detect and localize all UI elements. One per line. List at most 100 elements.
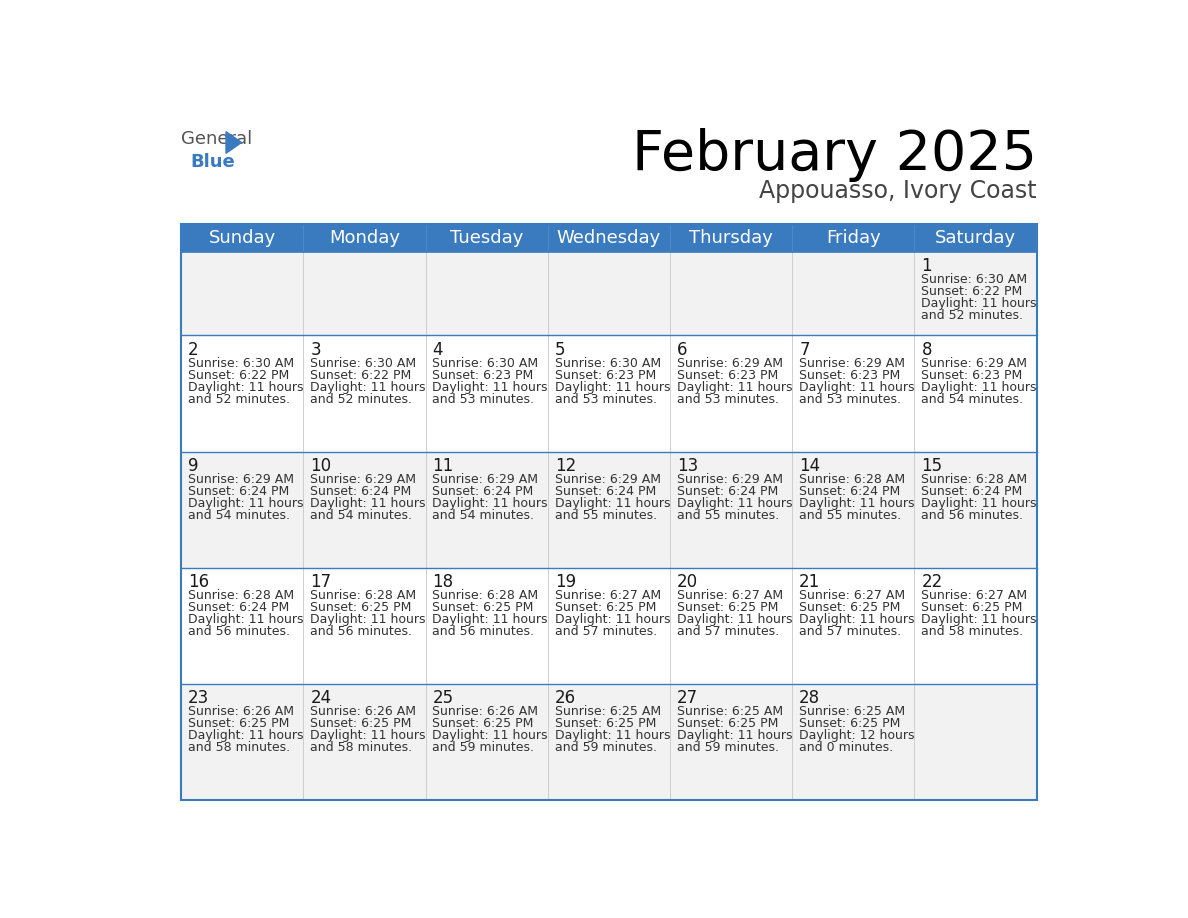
Text: Daylight: 11 hours: Daylight: 11 hours [555, 381, 670, 394]
Text: 10: 10 [310, 457, 331, 475]
Text: Wednesday: Wednesday [557, 229, 661, 247]
Bar [181, 567, 1037, 684]
Text: Daylight: 11 hours: Daylight: 11 hours [922, 381, 1037, 394]
Text: and 53 minutes.: and 53 minutes. [800, 393, 902, 406]
Text: and 54 minutes.: and 54 minutes. [188, 509, 290, 522]
Text: and 53 minutes.: and 53 minutes. [555, 393, 657, 406]
Text: and 52 minutes.: and 52 minutes. [310, 393, 412, 406]
Text: Sunset: 6:23 PM: Sunset: 6:23 PM [922, 369, 1023, 382]
Bar [181, 252, 1037, 335]
Text: 12: 12 [555, 457, 576, 475]
Text: Daylight: 11 hours: Daylight: 11 hours [800, 497, 915, 510]
Text: Sunrise: 6:29 AM: Sunrise: 6:29 AM [677, 473, 783, 487]
Text: and 55 minutes.: and 55 minutes. [677, 509, 779, 522]
Text: Daylight: 11 hours: Daylight: 11 hours [555, 613, 670, 626]
Text: 8: 8 [922, 341, 931, 359]
Text: Sunrise: 6:28 AM: Sunrise: 6:28 AM [310, 589, 416, 602]
Text: Daylight: 11 hours: Daylight: 11 hours [800, 381, 915, 394]
Text: Daylight: 11 hours: Daylight: 11 hours [188, 730, 303, 743]
Text: Sunrise: 6:25 AM: Sunrise: 6:25 AM [555, 706, 661, 719]
Text: and 56 minutes.: and 56 minutes. [188, 625, 290, 638]
Text: Sunset: 6:25 PM: Sunset: 6:25 PM [432, 718, 533, 731]
Text: Sunset: 6:25 PM: Sunset: 6:25 PM [800, 601, 901, 614]
Text: 24: 24 [310, 689, 331, 707]
Text: Daylight: 11 hours: Daylight: 11 hours [188, 381, 303, 394]
Text: Sunrise: 6:26 AM: Sunrise: 6:26 AM [188, 706, 293, 719]
Text: Daylight: 11 hours: Daylight: 11 hours [188, 613, 303, 626]
Text: Sunset: 6:25 PM: Sunset: 6:25 PM [555, 601, 656, 614]
Text: Sunrise: 6:27 AM: Sunrise: 6:27 AM [800, 589, 905, 602]
Text: 19: 19 [555, 573, 576, 591]
Text: Daylight: 11 hours: Daylight: 11 hours [188, 497, 303, 510]
Text: 22: 22 [922, 573, 942, 591]
Text: 17: 17 [310, 573, 331, 591]
Text: Daylight: 11 hours: Daylight: 11 hours [310, 381, 425, 394]
Text: 18: 18 [432, 573, 454, 591]
Text: Monday: Monday [329, 229, 400, 247]
Text: Daylight: 11 hours: Daylight: 11 hours [800, 613, 915, 626]
Text: Sunrise: 6:27 AM: Sunrise: 6:27 AM [555, 589, 661, 602]
Text: 23: 23 [188, 689, 209, 707]
Text: Sunset: 6:22 PM: Sunset: 6:22 PM [922, 285, 1023, 298]
Text: Daylight: 11 hours: Daylight: 11 hours [555, 497, 670, 510]
Text: Daylight: 11 hours: Daylight: 11 hours [432, 497, 548, 510]
Text: Sunrise: 6:28 AM: Sunrise: 6:28 AM [432, 589, 538, 602]
Text: and 56 minutes.: and 56 minutes. [310, 625, 412, 638]
Bar [181, 452, 1037, 567]
Text: Sunrise: 6:28 AM: Sunrise: 6:28 AM [922, 473, 1028, 487]
Text: 26: 26 [555, 689, 576, 707]
Text: Daylight: 11 hours: Daylight: 11 hours [922, 613, 1037, 626]
Text: and 57 minutes.: and 57 minutes. [800, 625, 902, 638]
Text: Sunrise: 6:30 AM: Sunrise: 6:30 AM [432, 357, 538, 370]
Text: Sunrise: 6:30 AM: Sunrise: 6:30 AM [188, 357, 295, 370]
Text: and 56 minutes.: and 56 minutes. [432, 625, 535, 638]
Text: Sunset: 6:25 PM: Sunset: 6:25 PM [310, 718, 411, 731]
Text: and 54 minutes.: and 54 minutes. [432, 509, 535, 522]
Text: and 58 minutes.: and 58 minutes. [188, 742, 290, 755]
Text: and 55 minutes.: and 55 minutes. [800, 509, 902, 522]
Text: and 52 minutes.: and 52 minutes. [188, 393, 290, 406]
Polygon shape [226, 131, 241, 153]
Text: Daylight: 11 hours: Daylight: 11 hours [432, 730, 548, 743]
Text: Daylight: 11 hours: Daylight: 11 hours [432, 613, 548, 626]
Text: Sunrise: 6:26 AM: Sunrise: 6:26 AM [310, 706, 416, 719]
Text: February 2025: February 2025 [632, 128, 1037, 182]
Text: 2: 2 [188, 341, 198, 359]
Text: 7: 7 [800, 341, 810, 359]
Text: 27: 27 [677, 689, 699, 707]
Text: Sunset: 6:22 PM: Sunset: 6:22 PM [310, 369, 411, 382]
Text: and 57 minutes.: and 57 minutes. [555, 625, 657, 638]
Text: Tuesday: Tuesday [450, 229, 523, 247]
Text: Sunset: 6:24 PM: Sunset: 6:24 PM [800, 485, 901, 498]
Text: 20: 20 [677, 573, 699, 591]
Text: Sunset: 6:23 PM: Sunset: 6:23 PM [555, 369, 656, 382]
Text: 13: 13 [677, 457, 699, 475]
Text: Sunrise: 6:29 AM: Sunrise: 6:29 AM [310, 473, 416, 487]
Text: Sunrise: 6:30 AM: Sunrise: 6:30 AM [922, 274, 1028, 286]
Text: 11: 11 [432, 457, 454, 475]
Text: 3: 3 [310, 341, 321, 359]
Text: Sunrise: 6:27 AM: Sunrise: 6:27 AM [922, 589, 1028, 602]
Text: Sunset: 6:25 PM: Sunset: 6:25 PM [432, 601, 533, 614]
Text: Daylight: 11 hours: Daylight: 11 hours [922, 297, 1037, 310]
Text: and 53 minutes.: and 53 minutes. [677, 393, 779, 406]
Text: Sunrise: 6:30 AM: Sunrise: 6:30 AM [310, 357, 416, 370]
Text: Daylight: 11 hours: Daylight: 11 hours [310, 613, 425, 626]
Text: 25: 25 [432, 689, 454, 707]
Text: Daylight: 11 hours: Daylight: 11 hours [677, 381, 792, 394]
Text: Sunrise: 6:28 AM: Sunrise: 6:28 AM [800, 473, 905, 487]
Text: Daylight: 11 hours: Daylight: 11 hours [555, 730, 670, 743]
Text: 9: 9 [188, 457, 198, 475]
Bar [181, 335, 1037, 452]
Text: Daylight: 11 hours: Daylight: 11 hours [677, 497, 792, 510]
Text: and 59 minutes.: and 59 minutes. [677, 742, 779, 755]
Text: and 59 minutes.: and 59 minutes. [432, 742, 535, 755]
Text: 28: 28 [800, 689, 820, 707]
Text: Sunrise: 6:27 AM: Sunrise: 6:27 AM [677, 589, 783, 602]
Text: Sunset: 6:24 PM: Sunset: 6:24 PM [677, 485, 778, 498]
Text: 4: 4 [432, 341, 443, 359]
Text: and 0 minutes.: and 0 minutes. [800, 742, 893, 755]
Text: Blue: Blue [190, 153, 235, 172]
Text: Sunset: 6:23 PM: Sunset: 6:23 PM [800, 369, 901, 382]
Text: Sunset: 6:24 PM: Sunset: 6:24 PM [188, 601, 289, 614]
